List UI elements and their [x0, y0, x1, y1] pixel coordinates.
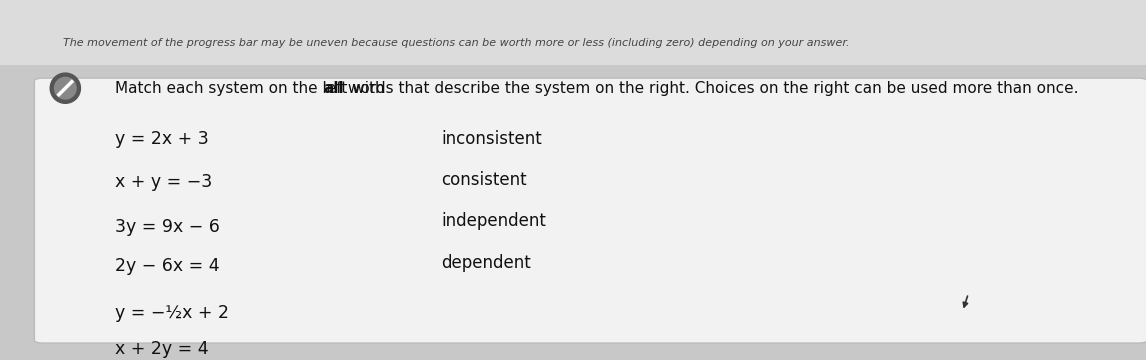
Text: consistent: consistent: [441, 171, 527, 189]
Text: all: all: [323, 81, 344, 96]
Text: y = −½x + 2: y = −½x + 2: [115, 304, 228, 322]
FancyBboxPatch shape: [0, 0, 1146, 65]
Text: x + 2y = 4: x + 2y = 4: [115, 340, 209, 358]
Text: 3y = 9x − 6: 3y = 9x − 6: [115, 218, 220, 236]
Text: Match each system on the left with: Match each system on the left with: [115, 81, 390, 96]
Ellipse shape: [55, 77, 76, 99]
Text: independent: independent: [441, 212, 547, 230]
Text: 2y − 6x = 4: 2y − 6x = 4: [115, 257, 219, 275]
FancyBboxPatch shape: [34, 78, 1146, 343]
Text: The movement of the progress bar may be uneven because questions can be worth mo: The movement of the progress bar may be …: [63, 38, 849, 48]
Ellipse shape: [50, 73, 80, 103]
Text: dependent: dependent: [441, 254, 531, 272]
Text: words that describe the system on the right. Choices on the right can be used mo: words that describe the system on the ri…: [343, 81, 1078, 96]
Text: inconsistent: inconsistent: [441, 130, 542, 148]
Text: y = 2x + 3: y = 2x + 3: [115, 130, 209, 148]
Text: x + y = −3: x + y = −3: [115, 173, 212, 191]
